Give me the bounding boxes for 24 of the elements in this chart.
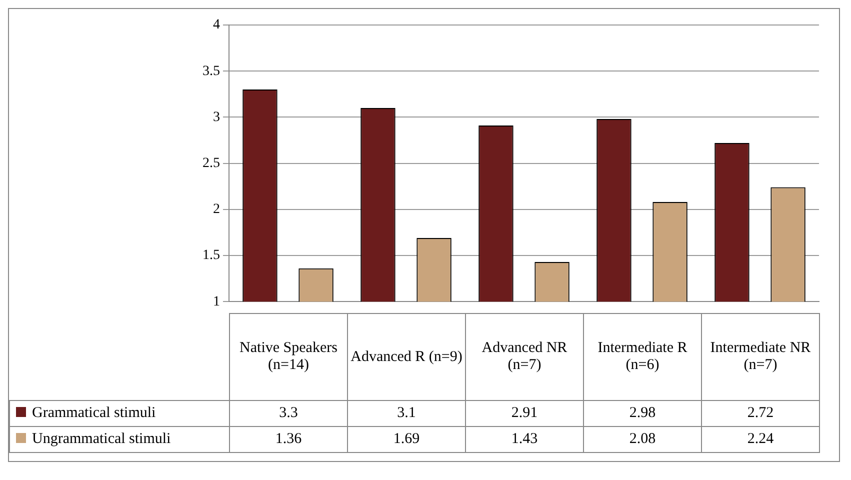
- y-tick-label: 2: [213, 202, 220, 218]
- x-tick-label: Advanced R (n=9): [348, 314, 466, 400]
- y-tick-label: 4: [213, 18, 220, 33]
- x-tick-label: Intermediate NR (n=7): [702, 314, 820, 400]
- data-label: 1.43: [466, 426, 584, 452]
- x-tick-label: Native Speakers (n=14): [230, 314, 348, 400]
- data-label: 3.1: [348, 400, 466, 426]
- data-label: 2.91: [466, 400, 584, 426]
- x-tick-label: Intermediate R (n=6): [584, 314, 702, 400]
- data-label: 1.69: [348, 426, 466, 452]
- y-tick-label: 1: [213, 294, 220, 310]
- x-tick-label: Advanced NR (n=7): [466, 314, 584, 400]
- y-tick-label: 3.5: [202, 64, 220, 79]
- data-label: 3.3: [230, 400, 348, 426]
- data-label: 2.08: [584, 426, 702, 452]
- legend-label: Ungrammatical stimuli: [10, 426, 230, 452]
- data-label: 1.36: [230, 426, 348, 452]
- y-tick-label: 3: [213, 110, 220, 125]
- y-tick-label: 1.5: [202, 248, 220, 264]
- data-label: 2.98: [584, 400, 702, 426]
- legend-label: Grammatical stimuli: [10, 400, 230, 426]
- data-label: 2.24: [702, 426, 820, 452]
- data-label: 2.72: [702, 400, 820, 426]
- y-tick-label: 2.5: [202, 156, 220, 171]
